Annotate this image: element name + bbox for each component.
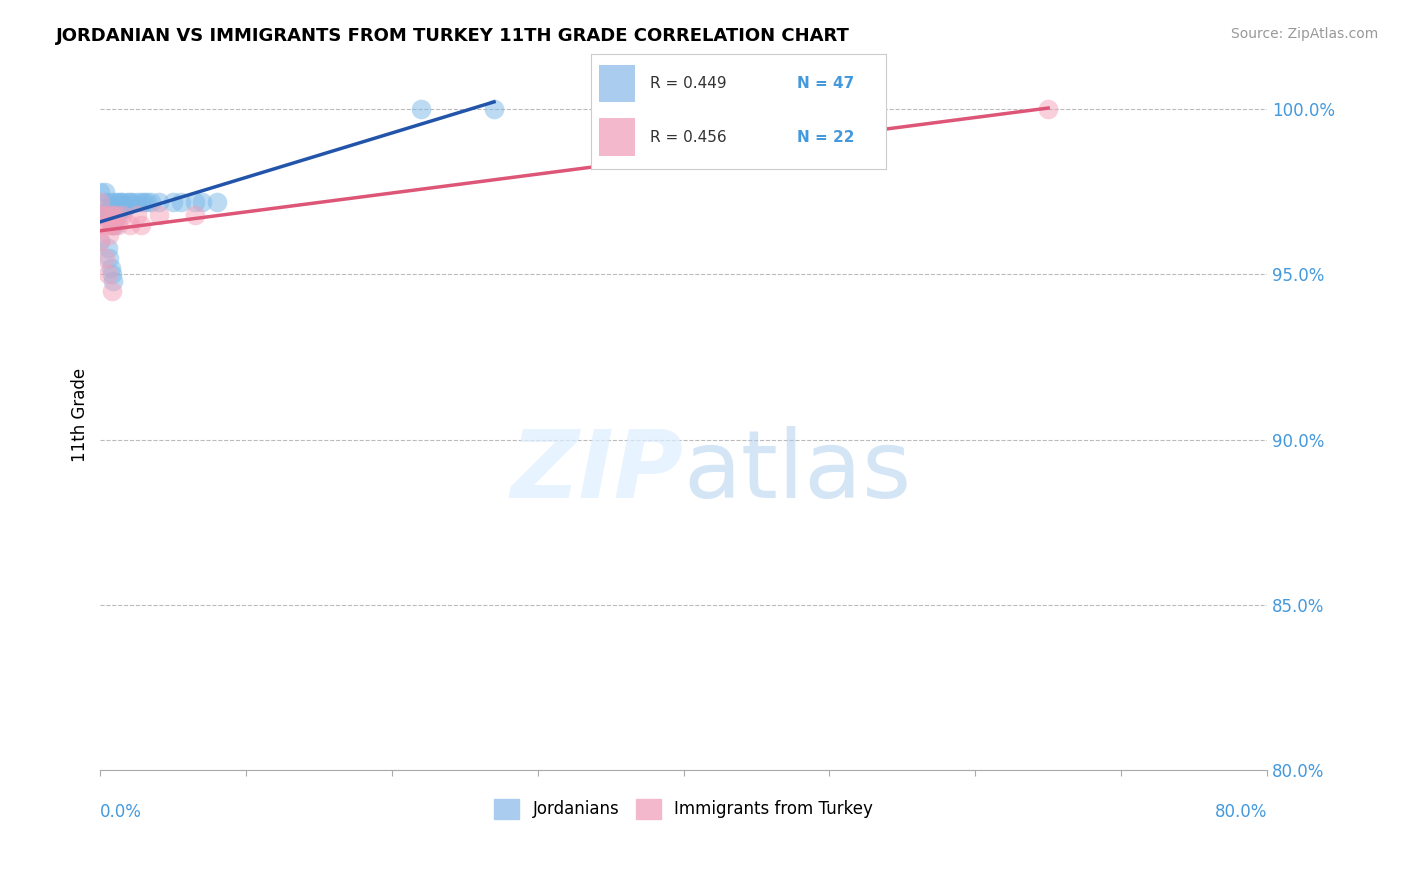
Point — [89, 185, 111, 199]
Point — [132, 194, 155, 209]
Point — [104, 218, 127, 232]
Text: JORDANIAN VS IMMIGRANTS FROM TURKEY 11TH GRADE CORRELATION CHART: JORDANIAN VS IMMIGRANTS FROM TURKEY 11TH… — [56, 27, 851, 45]
Point — [205, 194, 228, 209]
Point — [141, 194, 163, 209]
Point — [89, 218, 111, 232]
Point — [125, 208, 148, 222]
Point — [98, 202, 121, 216]
Text: R = 0.449: R = 0.449 — [650, 76, 725, 91]
Y-axis label: 11th Grade: 11th Grade — [72, 368, 89, 462]
Point — [125, 194, 148, 209]
Text: N = 47: N = 47 — [797, 76, 855, 91]
Point — [97, 218, 120, 232]
Point — [101, 202, 124, 216]
Text: N = 22: N = 22 — [797, 129, 855, 145]
Point — [121, 194, 143, 209]
Point — [97, 202, 120, 216]
Legend: Jordanians, Immigrants from Turkey: Jordanians, Immigrants from Turkey — [488, 792, 880, 826]
Point — [107, 208, 129, 222]
Point — [103, 274, 125, 288]
Point — [105, 202, 128, 216]
Point — [89, 194, 111, 209]
Point — [110, 194, 132, 209]
Point — [118, 218, 141, 232]
Point — [101, 208, 124, 222]
Point — [100, 218, 122, 232]
Point — [104, 208, 127, 222]
Point — [97, 268, 120, 282]
Point — [148, 208, 170, 222]
Point — [100, 194, 122, 209]
Point — [93, 185, 115, 199]
Point — [89, 208, 111, 222]
Text: 80.0%: 80.0% — [1215, 803, 1267, 821]
Text: 0.0%: 0.0% — [100, 803, 142, 821]
Point — [111, 208, 134, 222]
Text: atlas: atlas — [683, 425, 912, 517]
Point — [118, 194, 141, 209]
Point — [129, 218, 152, 232]
Point — [411, 102, 433, 116]
Point — [114, 202, 136, 216]
Text: ZIP: ZIP — [510, 425, 683, 517]
Point — [89, 235, 111, 249]
Point — [191, 194, 214, 209]
Point — [111, 194, 134, 209]
Point — [101, 218, 124, 232]
Point — [100, 260, 122, 275]
Point — [104, 194, 127, 209]
Point — [96, 208, 118, 222]
Point — [93, 251, 115, 265]
Point — [89, 235, 111, 249]
Point — [1036, 102, 1059, 116]
Point — [97, 241, 120, 255]
Point — [107, 218, 129, 232]
Point — [101, 268, 124, 282]
Point — [103, 202, 125, 216]
FancyBboxPatch shape — [599, 119, 636, 155]
Point — [184, 208, 207, 222]
Point — [136, 194, 159, 209]
Point — [89, 208, 111, 222]
Point — [101, 284, 124, 298]
Point — [108, 202, 131, 216]
Point — [103, 218, 125, 232]
Point — [104, 208, 127, 222]
Point — [112, 202, 135, 216]
Point — [96, 194, 118, 209]
Point — [103, 218, 125, 232]
FancyBboxPatch shape — [599, 65, 636, 103]
Point — [184, 194, 207, 209]
Point — [162, 194, 184, 209]
Point — [129, 194, 152, 209]
Point — [169, 194, 191, 209]
Point — [98, 251, 121, 265]
Point — [115, 194, 138, 209]
Point — [100, 208, 122, 222]
Point — [148, 194, 170, 209]
Point — [98, 227, 121, 242]
Point — [105, 211, 128, 226]
Point — [97, 208, 120, 222]
Text: Source: ZipAtlas.com: Source: ZipAtlas.com — [1230, 27, 1378, 41]
Point — [107, 194, 129, 209]
Text: R = 0.456: R = 0.456 — [650, 129, 725, 145]
Point — [482, 102, 505, 116]
